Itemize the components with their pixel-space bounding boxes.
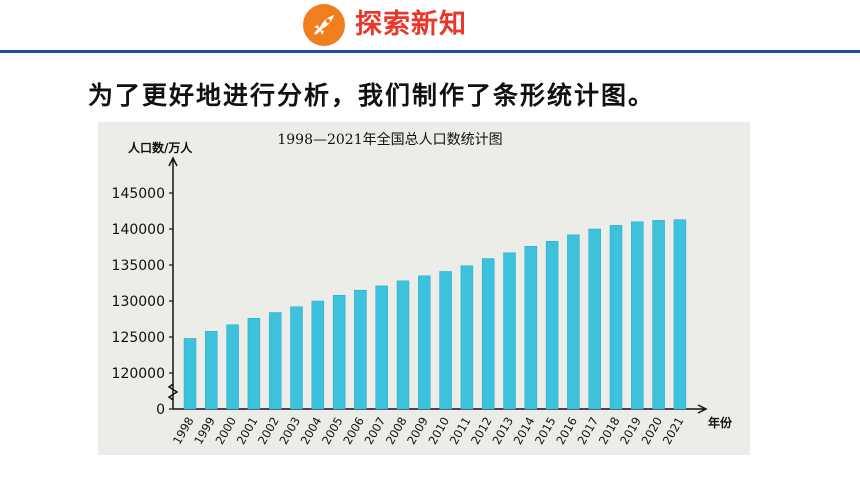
x-axis-label: 年份 — [708, 415, 733, 430]
header: 探索新知 — [0, 0, 860, 58]
x-tick-label: 2004 — [298, 415, 325, 447]
bar-2015 — [545, 240, 559, 410]
bar-2016 — [567, 234, 580, 410]
y-tick-label: 145000 — [112, 186, 165, 202]
x-tick-label: 1998 — [170, 415, 197, 447]
bar-2000 — [226, 324, 239, 410]
y-tick-label: 125000 — [112, 330, 165, 346]
bar-2003 — [290, 306, 303, 410]
x-tick-label: 2016 — [553, 415, 580, 447]
x-tick-label: 2020 — [638, 415, 665, 447]
y-tick-label: 140000 — [112, 222, 165, 238]
x-tick-label: 2003 — [276, 415, 303, 447]
y-tick-label: 0 — [156, 402, 165, 418]
x-tick-label: 2011 — [447, 415, 474, 447]
x-tick-label: 2012 — [468, 415, 495, 447]
bar-2010 — [439, 271, 452, 410]
x-tick-label: 2019 — [617, 415, 644, 447]
x-tick-label: 2010 — [425, 415, 452, 447]
x-tick-label: 2014 — [511, 415, 538, 447]
chart-figure: 1998—2021年全国总人口数统计图人口数/万人年份 0 120000 125000… — [98, 122, 750, 455]
section-badge: 探索新知 — [303, 4, 486, 46]
bar-2014 — [524, 246, 538, 410]
x-tick-label: 2006 — [340, 415, 367, 447]
x-tick-label: 2002 — [255, 415, 282, 447]
x-tick-label: 2008 — [383, 415, 410, 447]
bar-2018 — [609, 225, 623, 410]
bar-2008 — [396, 280, 410, 410]
y-axis-arrow — [168, 156, 178, 167]
y-axis-label: 人口数/万人 — [128, 140, 193, 155]
bar-1999 — [205, 330, 218, 410]
bar-2005 — [332, 294, 346, 410]
y-tick-label: 135000 — [112, 258, 165, 274]
bar-2004 — [311, 300, 325, 410]
rocket-icon — [303, 4, 345, 46]
bar-2017 — [588, 228, 601, 410]
bar-2002 — [268, 312, 282, 410]
x-tick-label: 1999 — [191, 415, 218, 447]
chart-title: 1998—2021年全国总人口数统计图 — [277, 131, 502, 148]
x-tick-label: 2013 — [489, 415, 516, 447]
bar-2009 — [418, 275, 431, 410]
bar-2001 — [247, 318, 261, 410]
intro-sentence: 为了更好地进行分析，我们制作了条形统计图。 — [88, 81, 656, 110]
x-tick-label: 2007 — [362, 415, 389, 447]
bar-2012 — [481, 258, 495, 410]
x-tick-label: 2000 — [212, 415, 239, 447]
bar-2020 — [652, 220, 665, 410]
y-tick-label: 130000 — [112, 294, 165, 310]
bar-2006 — [354, 289, 367, 410]
x-tick-label: 2005 — [319, 415, 346, 447]
bar-2013 — [503, 252, 516, 410]
bar-2011 — [460, 265, 474, 410]
y-axis-break — [167, 383, 179, 401]
bar-2021 — [673, 219, 687, 410]
x-tick-label: 2001 — [234, 415, 261, 447]
x-axis-arrow — [697, 404, 708, 414]
x-tick-label: 2009 — [404, 415, 431, 447]
x-tick-label: 2015 — [532, 415, 559, 447]
bar-2007 — [375, 285, 388, 410]
bar-2019 — [631, 221, 644, 410]
section-title: 探索新知 — [355, 9, 467, 40]
y-tick-label: 120000 — [112, 366, 165, 382]
x-tick-label: 2017 — [575, 415, 602, 447]
bar-1998 — [183, 338, 197, 410]
x-tick-label: 2021 — [660, 415, 687, 447]
x-tick-label: 2018 — [596, 415, 623, 447]
header-divider — [0, 50, 860, 53]
